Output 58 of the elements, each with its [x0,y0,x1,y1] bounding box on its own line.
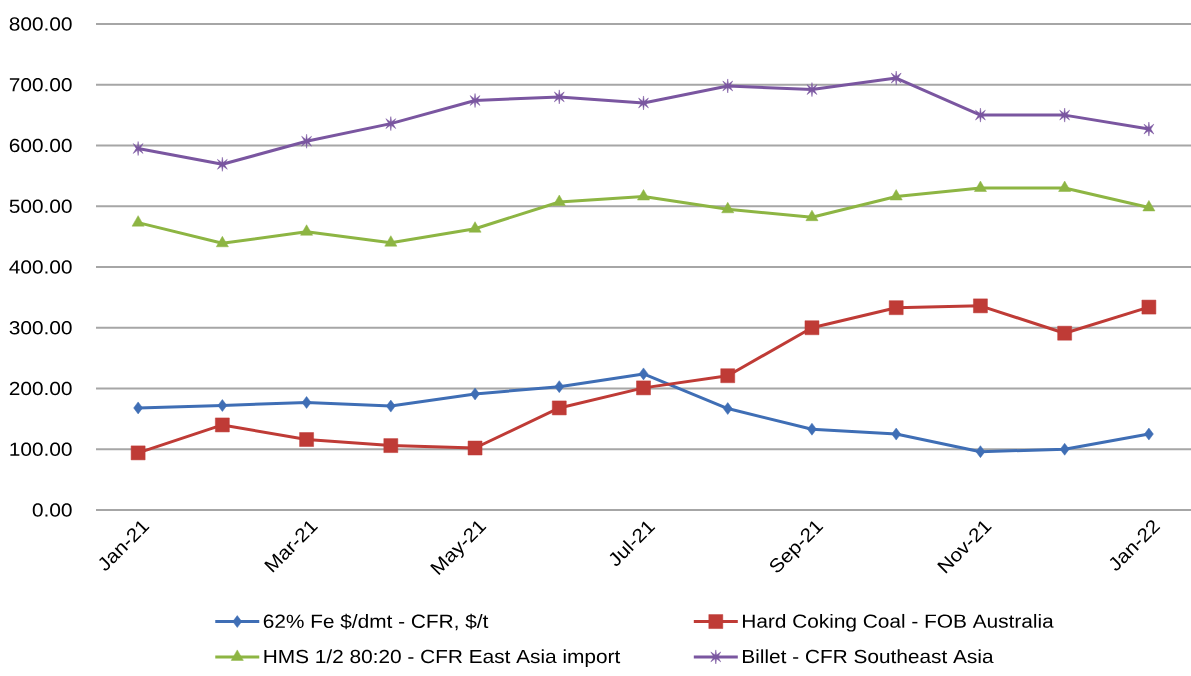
point [217,157,228,172]
point [889,189,903,201]
point [807,422,817,436]
legend-label: 62% Fe $/dmt - CFR, $/t [263,613,489,631]
point [383,438,399,453]
y-tick-label: 800.00 [9,17,72,31]
point [1141,299,1157,315]
y-tick-label: 400.00 [9,260,72,274]
point [638,367,649,381]
point [637,189,650,201]
legend-label: HMS 1/2 80:20 - CFR East Asia import [264,649,621,667]
point [804,320,820,335]
point [133,401,143,415]
point [1058,180,1071,192]
point [300,224,313,236]
point [888,300,904,315]
point [132,141,144,156]
point [384,235,398,247]
point [217,399,228,412]
point [1057,325,1072,341]
point [385,116,397,131]
point [299,432,314,447]
legend-label: Billet - CFR Southeast Asia [743,649,994,664]
point [973,298,988,314]
point [469,93,481,108]
point [1059,442,1070,456]
y-tick-label: 0.00 [32,503,72,517]
y-tick-label: 200.00 [9,381,72,396]
point [386,399,396,413]
point [130,445,146,461]
y-tick-label: 100.00 [10,442,72,456]
point [554,380,565,393]
point [720,368,735,383]
legend-label: Hard Coking Coal - FOB Australia [743,613,1054,632]
point [1144,427,1154,441]
y-tick-label: 500.00 [9,199,72,213]
point [721,202,735,214]
point [301,396,312,409]
point [470,387,480,401]
point [215,417,230,433]
y-tick-label: 700.00 [9,78,72,92]
point [131,215,145,227]
point [1142,200,1156,212]
point [552,194,566,206]
point [891,427,901,441]
point [468,221,482,233]
point [216,236,229,248]
y-tick-label: 600.00 [9,138,72,153]
point [722,402,733,415]
point [467,440,483,456]
point [552,400,567,416]
point [1143,121,1155,137]
point [805,209,819,221]
point [806,82,818,97]
point [975,445,986,458]
point [974,180,987,192]
point [636,380,651,396]
y-tick-label: 300.00 [9,321,72,335]
